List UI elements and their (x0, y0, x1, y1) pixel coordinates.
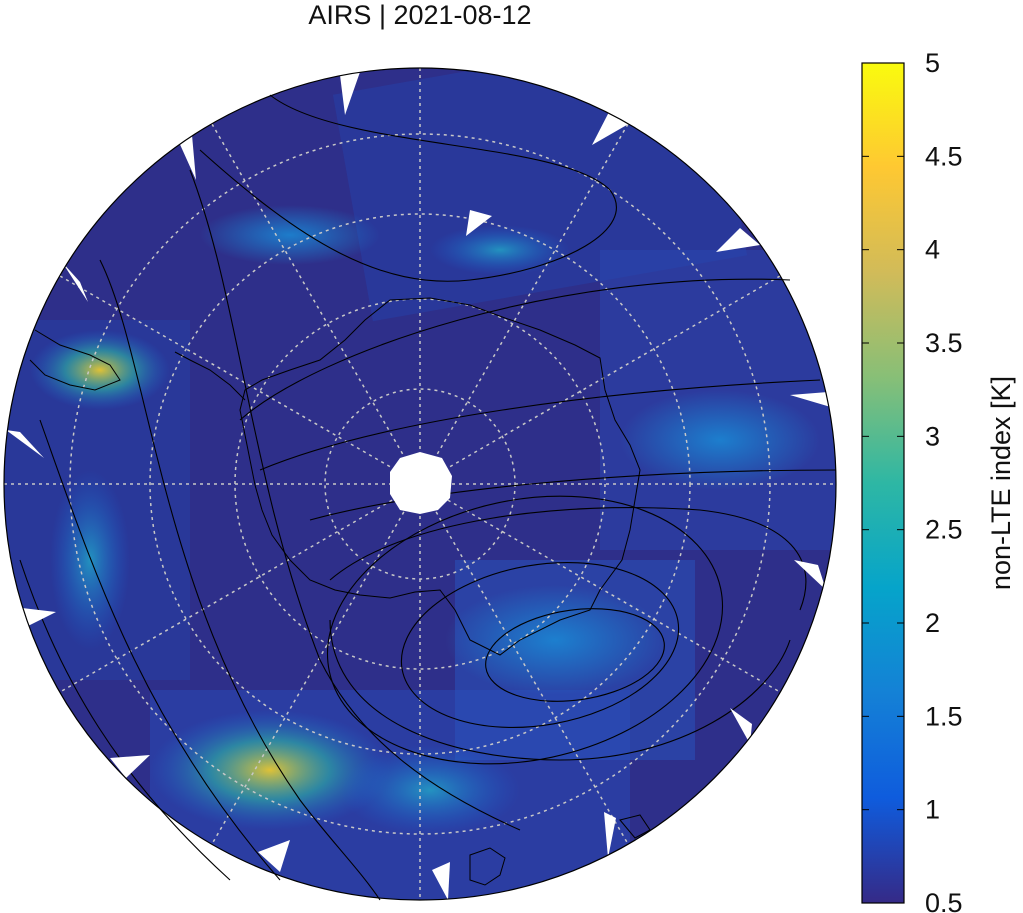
contour-line (329, 507, 807, 611)
colorbar-tick-label: 5 (925, 48, 940, 78)
data-gap (178, 135, 196, 180)
hotspot (430, 225, 570, 275)
map-border (3, 67, 837, 901)
pole-gap (390, 452, 452, 514)
contour-line (485, 608, 665, 702)
contour-line (400, 561, 680, 729)
data-gap (730, 708, 752, 744)
contour-line (326, 495, 724, 765)
map-disc (3, 67, 837, 901)
colorbar-tick-label: 1.5 (925, 701, 963, 731)
data-gap (716, 228, 760, 252)
contour-line (259, 379, 821, 471)
peninsula-coastline (174, 351, 246, 401)
colorbar-label: non-LTE index [K] (986, 376, 1016, 590)
data-gap (790, 392, 834, 408)
hotspot (150, 710, 390, 830)
contour-line (19, 559, 231, 881)
hotspot (340, 745, 520, 835)
antarctica-coastline (239, 297, 641, 656)
contour-line (309, 469, 837, 521)
contour-line (239, 278, 791, 421)
map-title: AIRS | 2021-08-12 (308, 0, 531, 30)
data-gap (62, 262, 88, 302)
colorbar-tick-label: 2 (925, 608, 940, 638)
hotspot (50, 470, 130, 650)
new-zealand-coastline (469, 847, 506, 886)
hotspot (445, 585, 665, 695)
colorbar-ticks: 0.5 1 1.5 2 2.5 3 3.5 4 4.5 5 (862, 48, 963, 913)
colorbar-tick-label: 3.5 (925, 328, 963, 358)
australia-coastline (619, 814, 651, 839)
data-gap (794, 560, 826, 590)
latitude-circle (234, 298, 606, 670)
hotspot (200, 205, 380, 265)
colorbar: 0.5 1 1.5 2 2.5 3 3.5 4 4.5 5 non-LTE index [K] (861, 48, 1016, 913)
data-gap (258, 840, 290, 872)
contour-line (99, 259, 381, 901)
data-gap (110, 755, 150, 778)
coastlines (29, 297, 651, 886)
colorbar-tick-label: 2.5 (925, 515, 963, 545)
data-gap (340, 72, 360, 115)
data-gap (466, 210, 492, 236)
contour-line (39, 419, 281, 881)
data-gap (22, 608, 56, 626)
data-gap (604, 812, 616, 858)
contours (19, 94, 837, 901)
data-gap (592, 110, 632, 145)
colorbar-tick-label: 3 (925, 421, 940, 451)
data-gaps (6, 72, 834, 900)
colorbar-tick-label: 0.5 (925, 888, 963, 913)
data-gap (6, 430, 44, 458)
colorbar-tick-label: 4 (925, 235, 940, 265)
data-gap (432, 862, 450, 900)
contour-line (199, 94, 617, 282)
colorbar-gradient (861, 62, 905, 904)
contour-line (329, 619, 791, 761)
hotspot (30, 330, 170, 410)
colorbar-tick-label: 1 (925, 795, 940, 825)
contour-line (189, 169, 521, 831)
south-america-coastline (29, 329, 121, 391)
colorbar-tick-label: 4.5 (925, 141, 963, 171)
